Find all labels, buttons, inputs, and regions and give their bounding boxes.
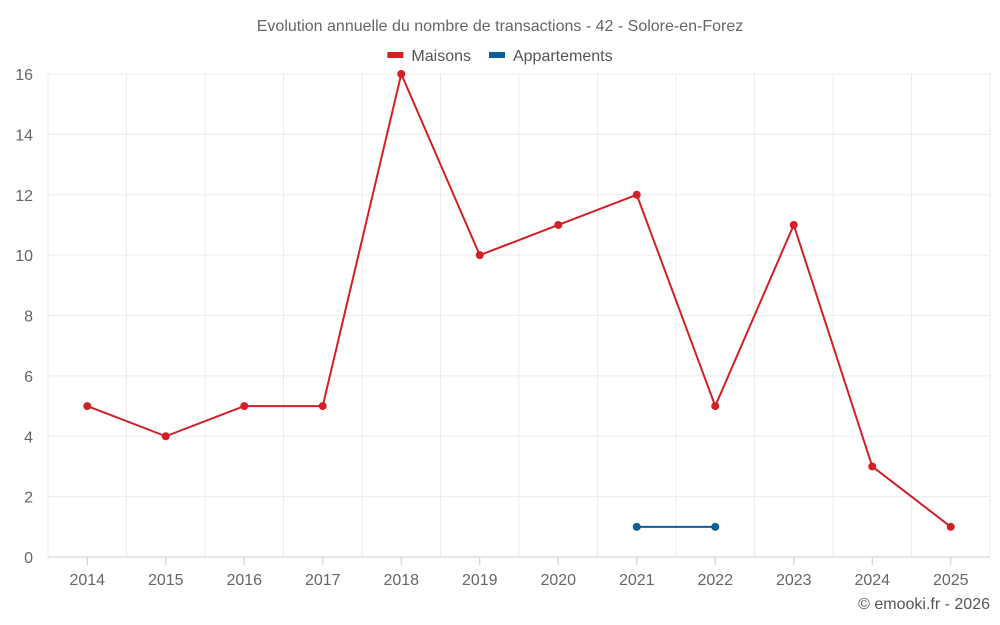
y-tick-label: 8 <box>24 309 33 326</box>
data-point <box>868 462 877 471</box>
series-appartements <box>632 522 720 531</box>
data-point <box>711 402 720 411</box>
y-tick-label: 6 <box>24 369 33 386</box>
legend-label: Maisons <box>411 48 471 65</box>
series-maisons <box>83 70 955 531</box>
legend-swatch <box>488 52 505 58</box>
series-line <box>86 73 952 528</box>
series-layer <box>83 70 955 531</box>
y-tick-label: 4 <box>24 429 33 446</box>
chart-title: Evolution annuelle du nombre de transact… <box>257 18 744 35</box>
y-tick-label: 0 <box>24 550 33 567</box>
data-point <box>475 251 484 260</box>
data-point <box>318 402 327 411</box>
data-point <box>554 220 563 229</box>
data-point <box>632 190 641 199</box>
data-point <box>83 402 92 411</box>
x-tick-label: 2017 <box>305 572 341 589</box>
x-tick-label: 2016 <box>226 572 262 589</box>
legend: Maisons Appartements <box>387 48 613 65</box>
x-tick-label: 2018 <box>383 572 419 589</box>
y-tick-label: 12 <box>15 188 33 205</box>
x-tick-label: 2019 <box>462 572 498 589</box>
grid <box>47 73 991 557</box>
data-point <box>240 402 249 411</box>
data-point <box>711 522 720 531</box>
data-point <box>161 432 170 441</box>
data-point <box>632 522 641 531</box>
legend-swatch <box>387 52 404 58</box>
x-tick-label: 2024 <box>854 572 890 589</box>
y-tick-label: 10 <box>15 248 33 265</box>
x-tick-label: 2023 <box>776 572 812 589</box>
legend-label: Appartements <box>513 48 613 65</box>
axes: 0 2 4 6 8 10 12 14 16 2014 2015 2016 2017 2018 2019 202… <box>15 67 990 589</box>
x-tick-label: 2021 <box>619 572 655 589</box>
data-point <box>946 522 955 531</box>
x-tick-label: 2025 <box>933 572 969 589</box>
y-tick-label: 2 <box>24 490 33 507</box>
credit-text: © emooki.fr - 2026 <box>858 596 990 613</box>
x-tick-label: 2020 <box>540 572 576 589</box>
x-tick-label: 2014 <box>69 572 105 589</box>
x-tick-label: 2022 <box>697 572 733 589</box>
data-point <box>789 220 798 229</box>
y-tick-label: 14 <box>15 127 33 144</box>
data-point <box>397 70 406 78</box>
x-tick-label: 2015 <box>148 572 184 589</box>
y-tick-label: 16 <box>15 67 33 84</box>
